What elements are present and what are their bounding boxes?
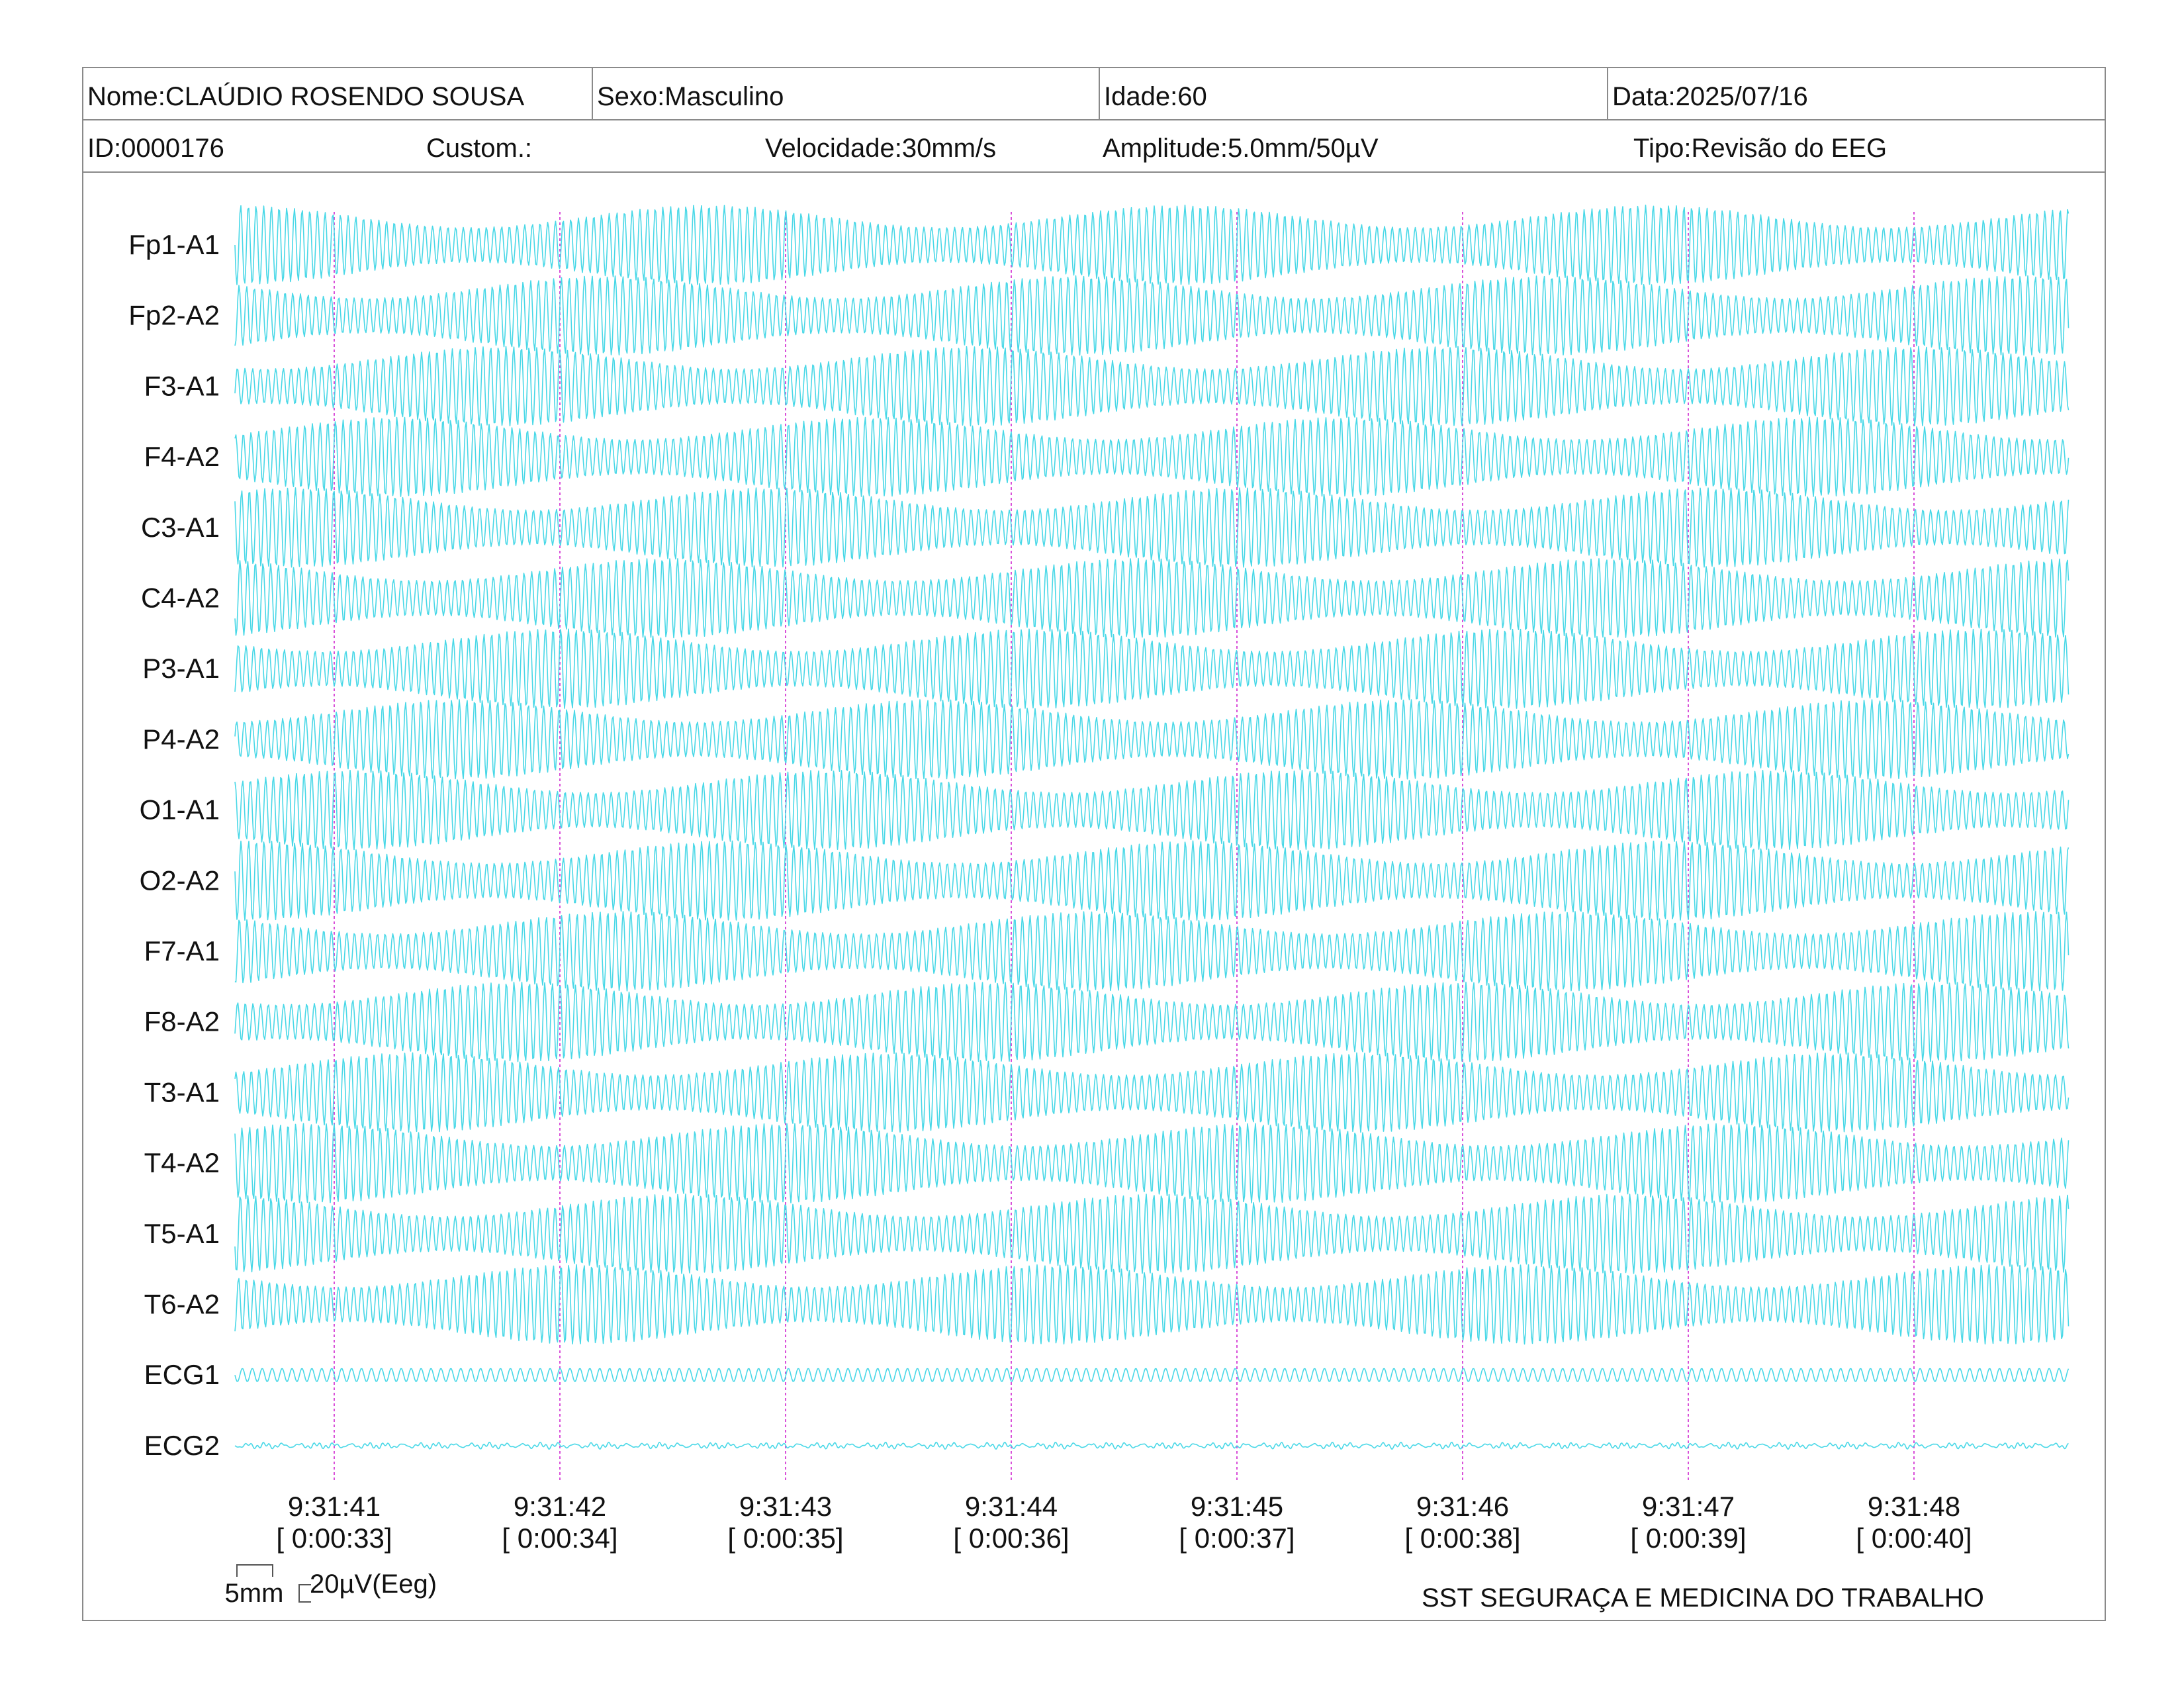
channel-label: C3-A1 (141, 512, 220, 543)
report-frame: Nome:CLAÚDIO ROSENDO SOUSA Sexo:Masculin… (82, 67, 2106, 1621)
channel-labels: Fp1-A1 Fp2-A2 F3-A1 F4-A2 C3-A1 C4-A2 P3-A1 P4-… (128, 229, 220, 1461)
tick-elapsed-label: [ 0:00:38] (1404, 1523, 1520, 1554)
patient-age: Idade:60 (1099, 68, 1607, 119)
channel-trace (234, 769, 2070, 851)
channel-trace (234, 205, 2070, 285)
channel-trace (234, 557, 2070, 639)
channel-label: O1-A1 (140, 794, 220, 825)
channel-label: F8-A2 (144, 1006, 220, 1037)
channel-trace (234, 1368, 2070, 1382)
channel-label: Fp2-A2 (128, 300, 220, 331)
channel-label: P4-A2 (142, 724, 220, 755)
channel-label: O2-A2 (140, 865, 220, 896)
channel-trace (234, 840, 2070, 921)
channel-trace (234, 628, 2070, 709)
tick-elapsed-label: [ 0:00:33] (276, 1523, 392, 1554)
channel-trace (234, 1264, 2070, 1345)
channel-label: T4-A2 (144, 1147, 220, 1178)
channel-trace (234, 346, 2070, 427)
tick-elapsed-label: [ 0:00:35] (727, 1523, 843, 1554)
custom-field: Custom.: (426, 134, 533, 163)
channel-label: Fp1-A1 (128, 229, 220, 260)
channel-label: C4-A2 (141, 583, 220, 614)
channel-trace (234, 275, 2070, 356)
header-row-exam: ID:0000176 Custom.: Velocidade:30mm/s Am… (83, 120, 2105, 173)
channel-trace (234, 1194, 2070, 1274)
tick-elapsed-label: [ 0:00:37] (1179, 1523, 1295, 1554)
tick-clock-label: 9:31:46 (1416, 1491, 1509, 1522)
speed-setting: Velocidade:30mm/s (765, 134, 997, 163)
channel-trace (234, 487, 2070, 568)
tick-clock-label: 9:31:42 (514, 1491, 606, 1522)
channel-label: F3-A1 (144, 370, 220, 401)
channel-label: ECG1 (144, 1359, 220, 1390)
tick-clock-label: 9:31:43 (739, 1491, 832, 1522)
tick-clock-label: 9:31:41 (288, 1491, 381, 1522)
record-type: Tipo:Revisão do EEG (1633, 134, 1888, 163)
channel-label: T6-A2 (144, 1289, 220, 1320)
channel-trace (234, 416, 2070, 497)
scale-bar: 5mm 20µV(Eeg) (225, 1564, 437, 1608)
channel-trace (234, 1442, 2069, 1450)
time-tick-labels: 9:31:41[ 0:00:33] 9:31:42[ 0:00:34] 9:31:4… (276, 1491, 1972, 1554)
time-scale-bracket (236, 1564, 273, 1577)
time-scale-label: 5mm (225, 1579, 284, 1608)
tick-elapsed-label: [ 0:00:34] (502, 1523, 617, 1554)
institution-name: SST SEGURAÇA E MEDICINA DO TRABALHO (1422, 1583, 1984, 1613)
tick-elapsed-label: [ 0:00:40] (1856, 1523, 1972, 1554)
tick-clock-label: 9:31:44 (965, 1491, 1058, 1522)
channel-label: ECG2 (144, 1430, 220, 1461)
tick-clock-label: 9:31:48 (1868, 1491, 1960, 1522)
channel-trace (234, 1123, 2070, 1203)
channel-label: F7-A1 (144, 935, 220, 966)
tick-clock-label: 9:31:47 (1642, 1491, 1735, 1522)
header-row-patient: Nome:CLAÚDIO ROSENDO SOUSA Sexo:Masculin… (83, 68, 2105, 120)
channel-trace (234, 982, 2070, 1062)
channel-trace (234, 1052, 2070, 1133)
patient-id: ID:0000176 (87, 134, 224, 163)
channel-trace (234, 911, 2070, 992)
channel-label: T5-A1 (144, 1218, 220, 1249)
eeg-traces (234, 205, 2070, 1450)
tick-clock-label: 9:31:45 (1191, 1491, 1283, 1522)
channel-trace (234, 699, 2070, 780)
channel-label: T3-A1 (144, 1076, 220, 1107)
amplitude-scale-bracket (298, 1584, 311, 1603)
amplitude-scale-label: 20µV(Eeg) (310, 1570, 437, 1599)
patient-name: Nome:CLAÚDIO ROSENDO SOUSA (87, 82, 525, 111)
tick-elapsed-label: [ 0:00:36] (953, 1523, 1069, 1554)
exam-date: Data:2025/07/16 (1607, 68, 2105, 119)
channel-label: F4-A2 (144, 441, 220, 472)
amplitude-setting: Amplitude:5.0mm/50µV (1103, 134, 1379, 163)
channel-label: P3-A1 (142, 653, 220, 684)
tick-elapsed-label: [ 0:00:39] (1630, 1523, 1746, 1554)
patient-sex: Sexo:Masculino (592, 68, 1099, 119)
